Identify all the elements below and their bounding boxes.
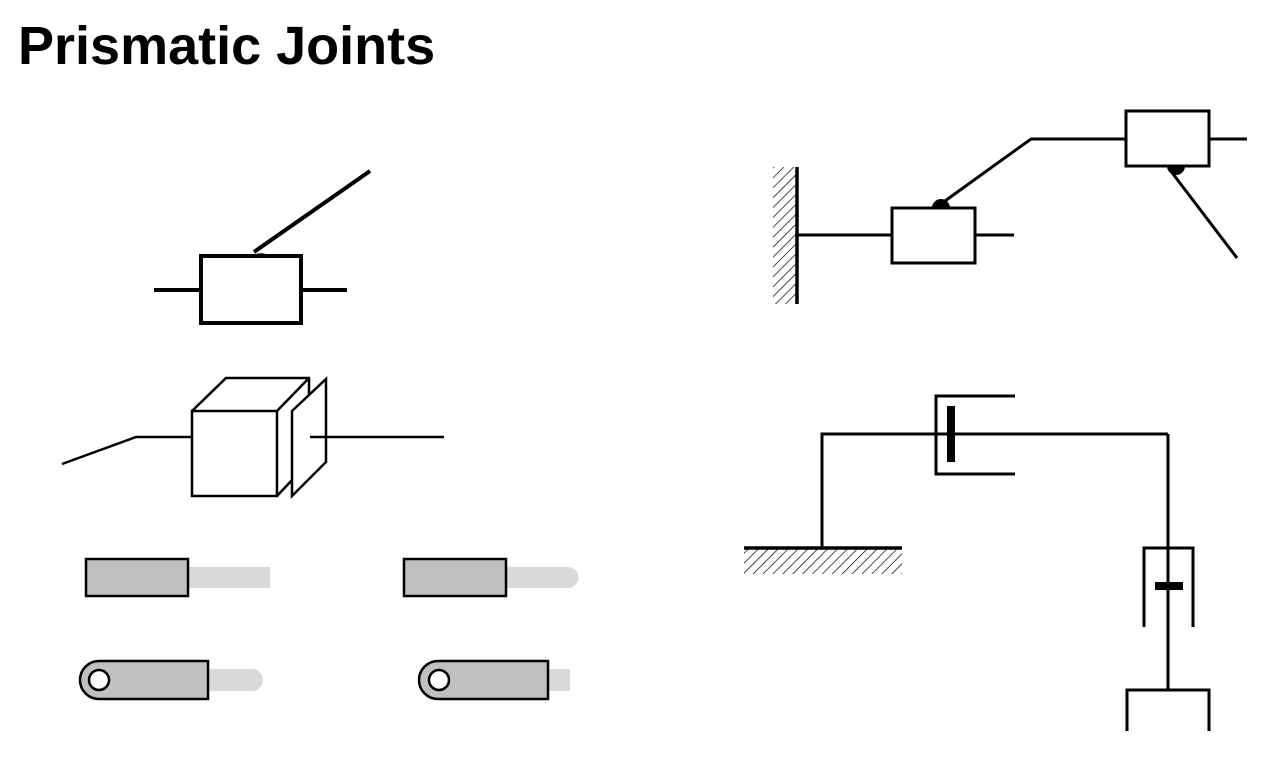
link-with-extension-square (84, 557, 270, 598)
wall-mounted-prismatic-chain (773, 109, 1247, 304)
prismatic-symbol-3d-cube (61, 376, 444, 500)
ground-mounted-cylinder-chain (744, 394, 1211, 731)
page-title: Prismatic Joints (18, 16, 436, 76)
revolute-link-with-square-extension (417, 659, 570, 701)
revolute-link-with-rounded-extension (78, 659, 263, 701)
link-with-extension-rounded (402, 557, 579, 598)
prismatic-symbol-box (154, 169, 372, 325)
